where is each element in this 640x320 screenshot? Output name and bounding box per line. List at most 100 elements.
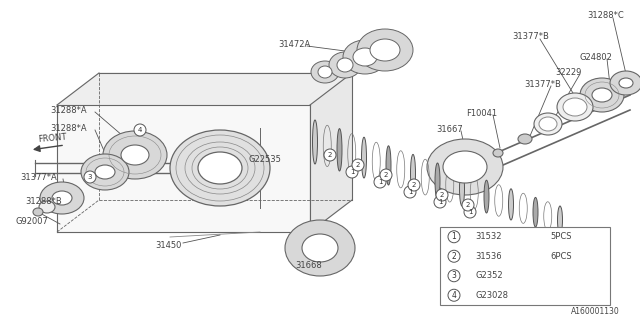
Text: 31288*B: 31288*B (25, 197, 61, 206)
Text: 2: 2 (466, 202, 470, 208)
Text: G2352: G2352 (475, 271, 502, 280)
Ellipse shape (404, 186, 416, 198)
Text: F10041: F10041 (466, 108, 497, 117)
Ellipse shape (563, 98, 587, 116)
Ellipse shape (121, 145, 149, 165)
Text: 1: 1 (468, 209, 472, 215)
Text: A160001130: A160001130 (572, 308, 620, 316)
Text: 5PCS: 5PCS (550, 232, 572, 241)
Text: 31288*A: 31288*A (50, 124, 86, 132)
Ellipse shape (357, 29, 413, 71)
Ellipse shape (103, 131, 167, 179)
Text: 1: 1 (438, 199, 442, 205)
Ellipse shape (436, 189, 448, 201)
Ellipse shape (410, 155, 415, 192)
Text: FRONT: FRONT (38, 132, 67, 144)
Text: 3: 3 (452, 271, 456, 280)
Ellipse shape (580, 78, 624, 112)
Ellipse shape (464, 206, 476, 218)
Ellipse shape (324, 149, 336, 161)
Ellipse shape (52, 191, 72, 205)
Ellipse shape (329, 52, 361, 78)
Ellipse shape (312, 120, 317, 164)
Ellipse shape (311, 61, 339, 83)
Text: 31450: 31450 (155, 241, 181, 250)
Ellipse shape (337, 129, 342, 171)
Ellipse shape (557, 93, 593, 121)
Ellipse shape (408, 179, 420, 191)
Ellipse shape (33, 208, 43, 216)
Text: 2: 2 (452, 252, 456, 261)
Text: 3: 3 (88, 174, 92, 180)
Text: 2: 2 (384, 172, 388, 178)
Text: 31532: 31532 (475, 232, 502, 241)
Ellipse shape (533, 197, 538, 227)
Ellipse shape (493, 149, 503, 157)
Text: 1: 1 (378, 179, 382, 185)
Ellipse shape (84, 171, 96, 183)
Ellipse shape (95, 165, 115, 179)
Polygon shape (57, 105, 310, 232)
Text: 2: 2 (328, 152, 332, 158)
Text: G92007: G92007 (15, 218, 48, 227)
Text: 31377*B: 31377*B (524, 79, 561, 89)
FancyBboxPatch shape (440, 227, 610, 305)
Ellipse shape (443, 151, 487, 183)
Ellipse shape (484, 180, 489, 213)
Text: 1: 1 (408, 189, 412, 195)
Ellipse shape (592, 88, 612, 102)
Ellipse shape (343, 40, 387, 74)
Text: 32229: 32229 (555, 68, 581, 76)
Text: 31536: 31536 (475, 252, 502, 261)
Polygon shape (57, 73, 352, 105)
Ellipse shape (353, 48, 377, 66)
Text: 31288*A: 31288*A (50, 106, 86, 115)
Text: 1: 1 (452, 232, 456, 241)
Ellipse shape (557, 206, 563, 234)
Ellipse shape (434, 196, 446, 208)
Circle shape (448, 250, 460, 262)
Ellipse shape (374, 176, 386, 188)
Ellipse shape (610, 71, 640, 95)
Text: G23028: G23028 (475, 291, 508, 300)
Text: 2: 2 (440, 192, 444, 198)
Text: G24802: G24802 (580, 52, 613, 61)
Text: 31377*A: 31377*A (20, 172, 57, 181)
Ellipse shape (362, 137, 367, 178)
Ellipse shape (619, 78, 633, 88)
Ellipse shape (460, 172, 465, 206)
Text: 31667: 31667 (436, 124, 463, 133)
Text: 2: 2 (412, 182, 416, 188)
Ellipse shape (302, 234, 338, 262)
Text: 6PCS: 6PCS (550, 252, 572, 261)
Ellipse shape (427, 139, 503, 195)
Text: 31377*B: 31377*B (512, 31, 549, 41)
Ellipse shape (539, 117, 557, 131)
Ellipse shape (39, 201, 55, 213)
Ellipse shape (198, 152, 242, 184)
Ellipse shape (346, 166, 358, 178)
Text: 1: 1 (349, 169, 355, 175)
Circle shape (448, 231, 460, 243)
Ellipse shape (285, 220, 355, 276)
Ellipse shape (134, 124, 146, 136)
Ellipse shape (81, 154, 129, 190)
Ellipse shape (518, 134, 532, 144)
Circle shape (448, 270, 460, 282)
Text: 31472A: 31472A (278, 39, 310, 49)
Ellipse shape (509, 189, 513, 220)
Ellipse shape (352, 159, 364, 171)
Polygon shape (310, 73, 352, 232)
Ellipse shape (534, 113, 562, 135)
Text: G22535: G22535 (248, 155, 281, 164)
Ellipse shape (40, 182, 84, 214)
Ellipse shape (462, 199, 474, 211)
Ellipse shape (318, 66, 332, 78)
Text: 4: 4 (452, 291, 456, 300)
Text: 31288*C: 31288*C (587, 11, 624, 20)
Ellipse shape (435, 163, 440, 199)
Ellipse shape (370, 39, 400, 61)
Text: 4: 4 (138, 127, 142, 133)
Text: 2: 2 (356, 162, 360, 168)
Text: 31668: 31668 (295, 260, 322, 269)
